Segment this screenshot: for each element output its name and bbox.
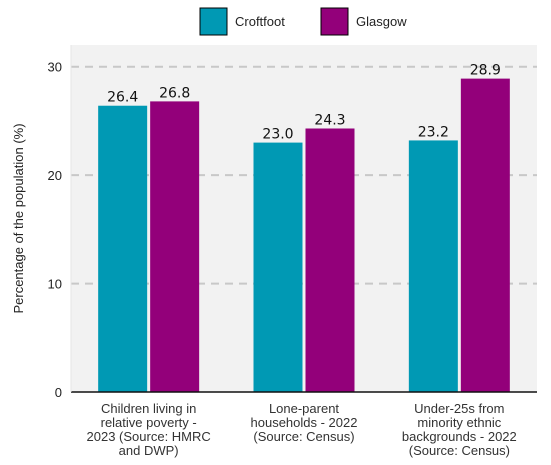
data-label: 28.9	[470, 63, 501, 79]
data-label: 24.3	[314, 112, 345, 128]
bar-croftfoot-3	[408, 140, 458, 392]
x-category-label: Lone-parent households - 2022 (Source: Cen…	[251, 401, 358, 444]
bar-glasgow-2	[305, 128, 355, 392]
x-category-line: Under-25s from	[414, 401, 504, 416]
data-label: 26.8	[159, 85, 190, 101]
bar-glasgow-3	[460, 78, 510, 392]
x-category-line: Lone-parent	[269, 401, 339, 416]
bar-croftfoot-2	[253, 142, 303, 392]
x-category-label: Children living in relative poverty -2023…	[87, 401, 211, 458]
y-tick-label: 20	[48, 168, 62, 183]
bar-croftfoot-1	[98, 105, 148, 392]
x-category-label: Under-25s from minority ethnic backgrounds…	[402, 401, 517, 458]
plot-area	[71, 45, 537, 392]
x-category-line: (Source: Census)	[253, 429, 354, 444]
gridlines	[71, 65, 537, 285]
bar-glasgow-1	[150, 101, 200, 392]
x-category-line: relative poverty -	[101, 415, 197, 430]
y-axis-ticks: 0 10 20 30	[48, 60, 62, 400]
x-category-line: 2023 (Source: HMRC	[87, 429, 211, 444]
x-category-line: households - 2022	[251, 415, 358, 430]
data-label: 23.2	[418, 124, 449, 140]
legend: Croftfoot Glasgow	[199, 7, 407, 36]
x-category-line: Children living in	[101, 401, 196, 416]
y-tick-label: 10	[48, 277, 62, 292]
x-category-line: backgrounds - 2022	[402, 429, 517, 444]
legend-label-glasgow: Glasgow	[356, 14, 407, 29]
y-tick-label: 30	[48, 60, 62, 75]
legend-swatch-glasgow	[320, 7, 349, 36]
data-label: 26.4	[107, 90, 138, 106]
legend-swatch-croftfoot	[199, 7, 228, 36]
legend-label-croftfoot: Croftfoot	[235, 14, 285, 29]
x-category-line: minority ethnic	[417, 415, 501, 430]
data-label: 23.0	[262, 127, 293, 143]
x-category-line: (Source: Census)	[409, 443, 510, 458]
bars: 26.4 26.8 23.0 24.3 23.2 28.9	[98, 63, 510, 392]
x-axis-categories: Children living in relative poverty -2023…	[87, 401, 517, 458]
x-category-line: and DWP)	[119, 443, 179, 458]
y-axis-label: Percentage of the population (%)	[11, 123, 26, 313]
y-tick-label: 0	[55, 385, 62, 400]
